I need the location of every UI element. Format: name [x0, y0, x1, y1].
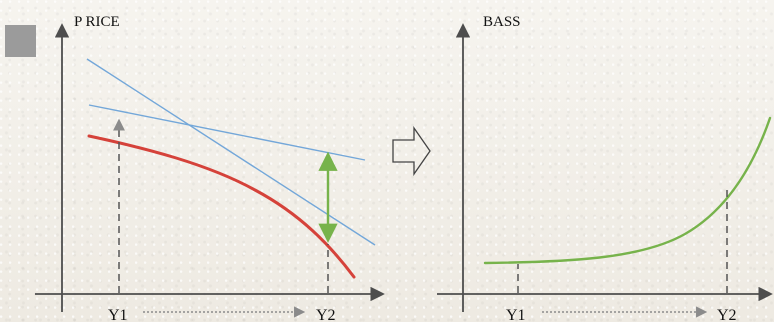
left-x-tick-y2: Y2 — [316, 307, 336, 322]
left-x-tick-y1: Y1 — [108, 307, 128, 322]
transition-arrow — [392, 125, 431, 177]
legend-square — [5, 25, 36, 57]
flat-blue-line — [88, 104, 366, 161]
right-y-axis-label: BASS — [483, 14, 521, 30]
right-x-tick-y1: Y1 — [506, 307, 526, 322]
right-panel: BASS Y1 Y2 — [437, 14, 773, 322]
left-y-axis-label: P RICE — [74, 14, 120, 30]
steep-blue-line — [86, 58, 376, 246]
left-panel: P RICE Y1 Y2 — [35, 14, 385, 322]
red-price-curve — [87, 134, 356, 279]
green-bass-curve — [483, 116, 772, 265]
right-x-tick-y2: Y2 — [717, 307, 737, 322]
right-arrow-icon — [392, 125, 431, 177]
